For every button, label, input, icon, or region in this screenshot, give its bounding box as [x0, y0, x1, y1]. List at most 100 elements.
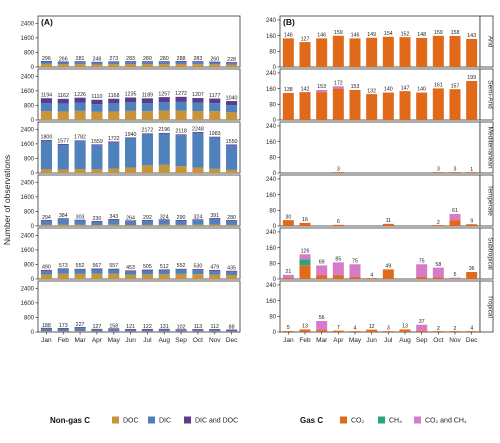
bar-segment: [141, 328, 153, 330]
legend-gas-label: CH₄: [389, 418, 402, 425]
bar-total-label: 3: [437, 167, 440, 173]
bar-segment: [141, 133, 153, 135]
bar-total-label: 127: [92, 324, 101, 330]
y-tick-label: 0: [31, 330, 35, 336]
bar-segment: [40, 63, 52, 67]
facet-a-4: 0 800 1600 2400 294 384 303 230 343 264 292 324 290 3…: [21, 174, 241, 230]
bar-segment: [349, 264, 361, 278]
bar-segment: [175, 62, 187, 64]
bar-segment: [74, 268, 86, 270]
bar-total-label: 11: [386, 218, 392, 224]
bar-total-label: 173: [59, 323, 68, 329]
facet-frame: [37, 227, 241, 280]
bar-total-label: 1110: [91, 94, 102, 100]
bar-total-label: 172: [334, 80, 343, 86]
bar-total-label: 36: [469, 266, 475, 272]
x-tick-label: Nov: [449, 337, 461, 344]
x-tick-label: May: [349, 337, 362, 344]
facet-b-5: 0 80 160 240 21 126 69 85 75 4 49 75 58 5 36 Subtropica…: [266, 227, 494, 283]
legend-gas-swatch: [414, 416, 421, 424]
bar-segment: [91, 329, 103, 332]
bar-segment: [192, 64, 204, 67]
bar-segment: [316, 275, 328, 279]
bar-total-label: 132: [367, 88, 376, 94]
bar-segment: [74, 273, 86, 279]
bar-segment: [316, 38, 328, 67]
bar-segment: [40, 269, 52, 271]
bar-segment: [108, 328, 120, 330]
bar-segment: [108, 273, 120, 279]
bar-segment: [366, 278, 378, 279]
bar-segment: [432, 88, 444, 120]
bar-segment: [226, 64, 238, 67]
bar-segment: [382, 92, 394, 120]
bar-segment: [141, 219, 153, 221]
bar-total-label: 1040: [226, 95, 238, 101]
bar-total-label: 2: [437, 326, 440, 332]
bar-segment: [466, 331, 478, 332]
bar-total-label: 1194: [41, 92, 52, 98]
bar-segment: [108, 62, 120, 65]
bar-total-label: 158: [109, 323, 118, 329]
bar-segment: [74, 110, 86, 120]
bar-segment: [192, 62, 204, 65]
facet-frame: [37, 121, 241, 174]
bar-segment: [175, 134, 187, 136]
bar-segment: [158, 219, 170, 221]
x-tick-label: Jun: [125, 337, 136, 344]
bar-segment: [74, 61, 86, 63]
bar-total-label: 69: [319, 260, 325, 266]
bar-segment: [158, 97, 170, 103]
bar-segment: [226, 105, 238, 113]
bar-segment: [192, 111, 204, 120]
bar-segment: [209, 61, 221, 63]
facet-strip-box: [479, 121, 494, 174]
bar-segment: [125, 271, 137, 275]
facet-frame: [279, 121, 481, 174]
bar-segment: [399, 91, 411, 120]
bar-segment: [226, 112, 238, 120]
bar-total-label: 122: [143, 324, 152, 330]
bar-total-label: 1: [470, 167, 473, 173]
facet-a-6: 0 800 1600 2400 188 173 227 127 158 121 122 131 102 1…: [21, 280, 241, 336]
bar-total-label: 3: [454, 167, 457, 173]
legend-non-gas-label: DIC and DOC: [195, 418, 238, 425]
bar-segment: [209, 62, 221, 65]
bar-segment: [299, 222, 311, 226]
bar-segment: [209, 274, 221, 279]
facet-frame: [37, 68, 241, 121]
legend-non-gas-label: DIC: [159, 418, 171, 425]
y-tick-label: 80: [269, 262, 276, 268]
bar-segment: [209, 98, 221, 104]
bar-segment: [366, 37, 378, 67]
bar-segment: [349, 331, 361, 332]
y-tick-label: 0: [273, 277, 277, 283]
bar-segment: [226, 330, 238, 332]
bar-total-label: 30: [285, 214, 291, 220]
bar-segment: [282, 278, 294, 279]
x-tick-label: Jul: [143, 337, 152, 344]
y-tick-label: 80: [269, 156, 276, 162]
bar-segment: [158, 61, 170, 63]
x-tick-label: Jan: [283, 337, 294, 344]
legend-non-gas-label: DOC: [123, 418, 139, 425]
bar-segment: [141, 98, 153, 104]
bar-segment: [192, 274, 204, 279]
bar-segment: [40, 224, 52, 226]
bar-segment: [416, 37, 428, 67]
x-tick-label: Apr: [92, 337, 103, 344]
bar-segment: [175, 135, 187, 167]
x-tick-label: Oct: [193, 337, 203, 344]
bar-segment: [74, 331, 86, 332]
bar-segment: [226, 169, 238, 173]
bar-total-label: 1577: [57, 138, 69, 144]
bar-total-label: 159: [334, 30, 343, 36]
y-tick-label: 160: [266, 34, 277, 40]
bar-segment: [91, 64, 103, 67]
x-tick-label: Mar: [316, 337, 328, 344]
bar-segment: [209, 64, 221, 67]
bar-total-label: 140: [384, 87, 393, 93]
bar-segment: [382, 36, 394, 67]
bar-segment: [40, 274, 52, 279]
